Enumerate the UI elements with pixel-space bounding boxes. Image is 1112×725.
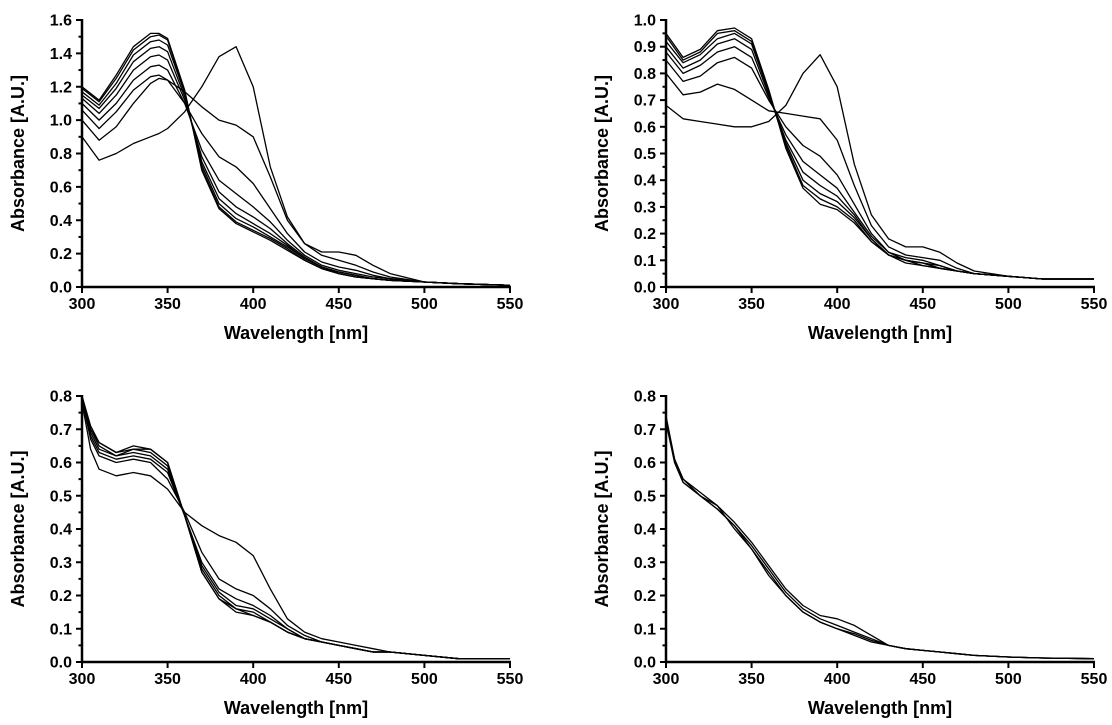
y-tick-label: 0.6 bbox=[634, 455, 656, 472]
chart-panel-top-left: 0.0 0.2 0.4 0.6 0.8 1.0 1.2 1.4 1.6 300 350 400 450 5… bbox=[8, 13, 523, 344]
chart-panel-bottom-right: 0.0 0.1 0.2 0.3 0.4 0.5 0.6 0.7 0.8 300 350 400 450 5… bbox=[592, 389, 1107, 719]
y-tick-label: 0.4 bbox=[50, 522, 72, 539]
spectrum-line-1 bbox=[81, 46, 511, 286]
x-tick-label: 550 bbox=[1081, 296, 1108, 313]
spectrum-line-3 bbox=[81, 74, 511, 286]
y-tick-label: 0.8 bbox=[50, 389, 72, 406]
chart-panel-top-right: 0.0 0.1 0.2 0.3 0.4 0.5 0.6 0.7 0.8 0.9 1.0 300 350 4… bbox=[592, 13, 1107, 344]
x-axis-label: Wavelength [nm] bbox=[224, 323, 368, 343]
y-tick-label: 0.8 bbox=[634, 389, 656, 406]
spectrum-line-3 bbox=[665, 419, 1095, 660]
y-tick-label: 0.8 bbox=[50, 146, 72, 163]
y-tick-label: 0.7 bbox=[50, 422, 72, 439]
x-tick-label: 450 bbox=[325, 296, 352, 313]
x-tick-label: 450 bbox=[909, 296, 936, 313]
y-tick-label: 0.8 bbox=[634, 66, 656, 83]
spectrum-line-5 bbox=[81, 395, 510, 660]
y-tick-label: 0.1 bbox=[634, 621, 656, 638]
x-axis-label: Wavelength [nm] bbox=[808, 698, 952, 718]
x-tick-label: 300 bbox=[653, 671, 680, 688]
y-tick-label: 0.5 bbox=[634, 488, 656, 505]
spectrum-line-2 bbox=[665, 419, 1095, 660]
x-tick-label: 400 bbox=[240, 671, 267, 688]
spectrum-line-7 bbox=[81, 395, 510, 660]
spectrum-line-1 bbox=[665, 54, 1094, 280]
x-tick-label: 300 bbox=[69, 296, 96, 313]
y-axis-label: Absorbance [A.U.] bbox=[8, 450, 28, 607]
y-tick-label: 0.2 bbox=[634, 226, 656, 243]
y-tick-label: 0.6 bbox=[50, 179, 72, 196]
x-tick-label: 550 bbox=[497, 296, 524, 313]
y-tick-label: 0.9 bbox=[634, 39, 656, 56]
spectrum-line-2 bbox=[81, 77, 511, 286]
y-tick-label: 0.1 bbox=[634, 253, 656, 270]
x-tick-label: 500 bbox=[995, 671, 1022, 688]
y-tick-label: 0.7 bbox=[634, 422, 656, 439]
y-tick-label: 0.0 bbox=[50, 280, 72, 297]
x-tick-label: 350 bbox=[154, 671, 181, 688]
y-tick-label: 0.3 bbox=[50, 555, 72, 572]
x-tick-label: 550 bbox=[1081, 671, 1108, 688]
spectrum-line-8 bbox=[665, 27, 1094, 280]
y-tick-label: 0.0 bbox=[50, 655, 72, 672]
x-tick-label: 400 bbox=[824, 296, 851, 313]
x-tick-label: 450 bbox=[909, 671, 936, 688]
y-tick-label: 0.0 bbox=[634, 280, 656, 297]
x-tick-label: 500 bbox=[411, 296, 438, 313]
y-axis-label: Absorbance [A.U.] bbox=[592, 75, 612, 232]
spectrum-line-4 bbox=[665, 415, 1095, 660]
y-tick-label: 1.4 bbox=[50, 46, 72, 63]
x-tick-label: 400 bbox=[824, 671, 851, 688]
y-tick-label: 0.5 bbox=[634, 146, 656, 163]
x-axis-label: Wavelength [nm] bbox=[808, 323, 952, 343]
x-axis-label: Wavelength [nm] bbox=[224, 698, 368, 718]
y-tick-label: 0.3 bbox=[634, 555, 656, 572]
spectrum-line-2 bbox=[665, 72, 1094, 280]
x-tick-label: 500 bbox=[411, 671, 438, 688]
x-tick-label: 350 bbox=[154, 296, 181, 313]
y-tick-label: 0.0 bbox=[634, 655, 656, 672]
x-tick-label: 400 bbox=[240, 296, 267, 313]
y-tick-label: 0.5 bbox=[50, 488, 72, 505]
spectrum-line-5 bbox=[81, 54, 511, 286]
spectrum-line-1 bbox=[81, 402, 510, 660]
y-tick-label: 0.4 bbox=[634, 173, 656, 190]
y-tick-label: 0.6 bbox=[50, 455, 72, 472]
y-tick-label: 1.0 bbox=[50, 113, 72, 130]
spectrum-line-3 bbox=[665, 56, 1094, 280]
spectrum-line-9 bbox=[81, 32, 511, 286]
y-axis-label: Absorbance [A.U.] bbox=[8, 75, 28, 232]
spectrum-line-4 bbox=[81, 64, 511, 286]
x-tick-label: 350 bbox=[738, 296, 765, 313]
y-tick-label: 0.2 bbox=[634, 588, 656, 605]
y-tick-label: 0.6 bbox=[634, 119, 656, 136]
spectrum-line-3 bbox=[81, 399, 510, 660]
y-tick-label: 0.4 bbox=[634, 522, 656, 539]
spectrum-line-6 bbox=[81, 395, 510, 660]
y-tick-label: 0.4 bbox=[50, 213, 72, 230]
y-tick-label: 1.2 bbox=[50, 79, 72, 96]
spectrum-line-4 bbox=[81, 395, 510, 660]
y-tick-label: 0.1 bbox=[50, 621, 72, 638]
x-tick-label: 300 bbox=[653, 296, 680, 313]
x-tick-label: 350 bbox=[738, 671, 765, 688]
y-tick-label: 0.2 bbox=[50, 588, 72, 605]
y-tick-label: 1.0 bbox=[634, 13, 656, 30]
x-tick-label: 450 bbox=[325, 671, 352, 688]
y-axis-label: Absorbance [A.U.] bbox=[592, 450, 612, 607]
spectrum-line-4 bbox=[665, 46, 1094, 280]
spectrum-line-1 bbox=[665, 422, 1095, 660]
x-tick-label: 550 bbox=[497, 671, 524, 688]
y-tick-label: 0.7 bbox=[634, 93, 656, 110]
x-tick-label: 300 bbox=[69, 671, 96, 688]
x-tick-label: 500 bbox=[995, 296, 1022, 313]
chart-panel-bottom-left: 0.0 0.1 0.2 0.3 0.4 0.5 0.6 0.7 0.8 300 350 400 450 5… bbox=[8, 389, 523, 719]
y-tick-label: 0.3 bbox=[634, 199, 656, 216]
spectrum-line-7 bbox=[665, 30, 1094, 280]
spectrum-line-2 bbox=[81, 399, 510, 660]
y-tick-label: 0.2 bbox=[50, 246, 72, 263]
y-tick-label: 1.6 bbox=[50, 13, 72, 30]
